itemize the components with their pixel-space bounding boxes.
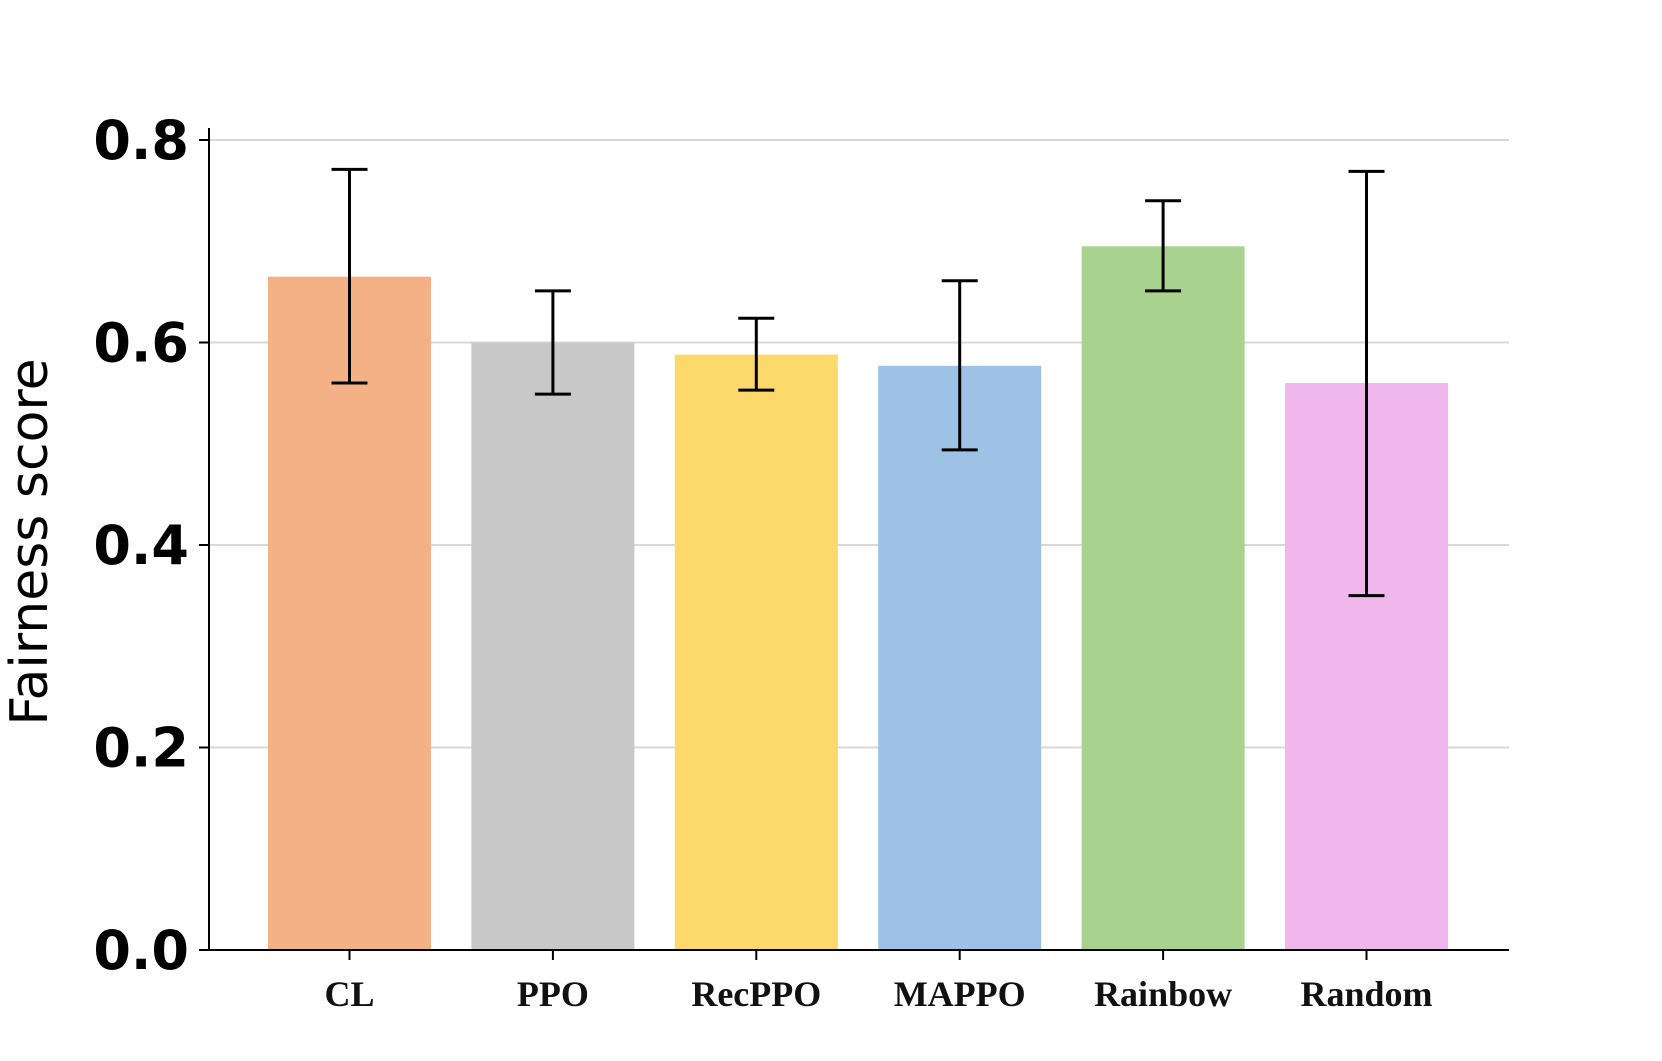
x-tick-label-random: Random	[1300, 974, 1432, 1014]
bar-recppo	[674, 354, 838, 950]
bars-group	[268, 246, 1448, 951]
x-tick-label-recppo: RecPPO	[691, 974, 821, 1014]
bar-cl	[268, 276, 431, 950]
y-tick-label: 0.8	[93, 109, 189, 172]
y-tick-label: 0.6	[93, 312, 189, 375]
x-tick-label-mappo: MAPPO	[894, 974, 1026, 1014]
bar-rainbow	[1081, 246, 1245, 950]
y-tick-label: 0.2	[93, 717, 189, 780]
x-tick-label-ppo: PPO	[517, 974, 589, 1014]
y-tick-label: 0.0	[93, 919, 189, 982]
y-ticks-group: 0.0 0.2 0.4 0.6 0.8	[93, 109, 209, 982]
axes-group	[208, 128, 1509, 951]
x-tick-label-rainbow: Rainbow	[1094, 974, 1232, 1014]
bar-ppo	[471, 342, 635, 950]
y-axis-label: Fairness score	[0, 358, 60, 725]
x-tick-label-cl: CL	[324, 974, 374, 1014]
y-tick-label: 0.4	[93, 514, 189, 577]
error-bars-group	[331, 167, 1385, 598]
x-ticks-group: CL PPO RecPPO MAPPO Rainbow Random	[324, 950, 1433, 1014]
bar-mappo	[878, 365, 1042, 951]
